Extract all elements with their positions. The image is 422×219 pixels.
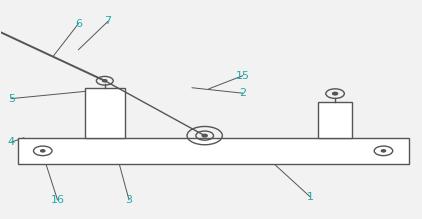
Text: 16: 16 [51,195,65,205]
Text: 7: 7 [104,16,111,26]
FancyBboxPatch shape [18,138,408,164]
Text: 1: 1 [306,192,314,201]
Text: 5: 5 [8,94,15,104]
Text: 3: 3 [125,195,133,205]
Circle shape [333,92,338,95]
Text: 6: 6 [75,19,82,28]
Text: 4: 4 [8,137,15,147]
Circle shape [381,150,386,152]
Text: 15: 15 [235,71,249,81]
Text: 2: 2 [239,88,246,98]
Circle shape [41,150,45,152]
Circle shape [202,134,207,137]
FancyBboxPatch shape [318,102,352,138]
FancyBboxPatch shape [85,88,125,138]
Circle shape [103,80,107,82]
